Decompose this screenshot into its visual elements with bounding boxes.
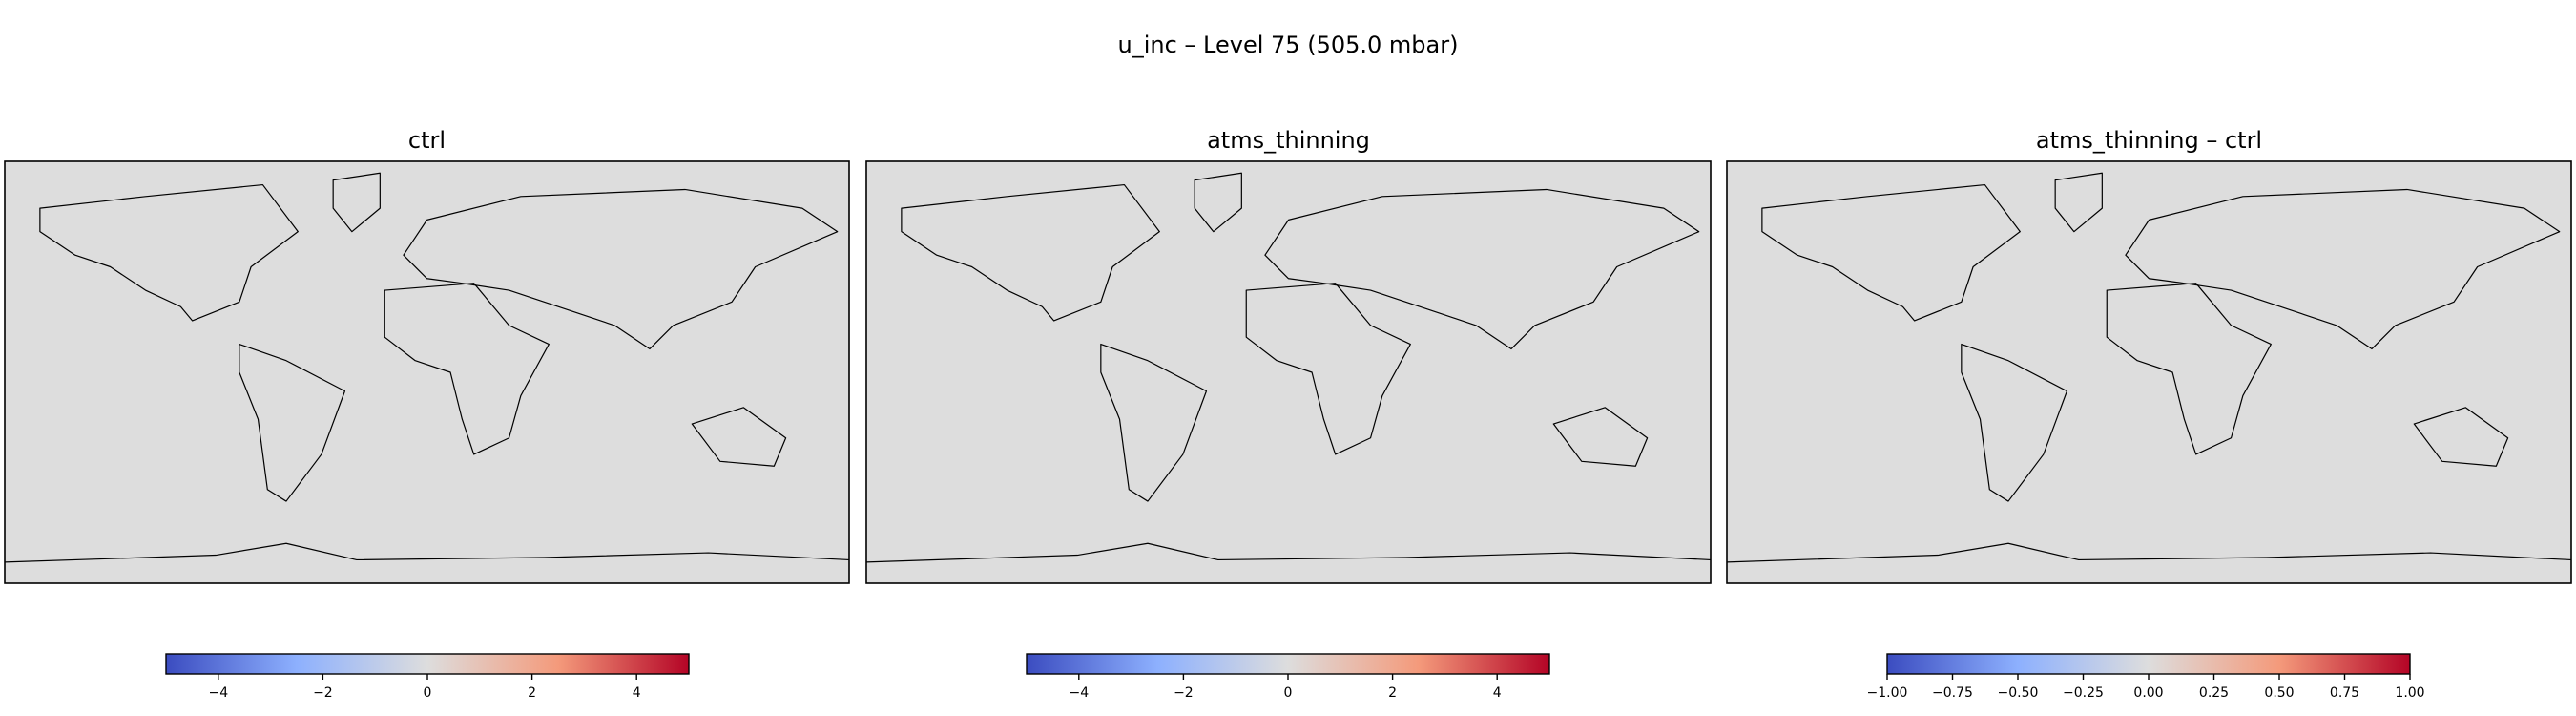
colorbar-tick-label: 0.00 — [2133, 685, 2163, 701]
colorbar-tick-label: 4 — [1493, 685, 1502, 701]
figure-title: u_inc – Level 75 (505.0 mbar) — [1118, 32, 1459, 58]
colorbar-tick-label: 0.75 — [2330, 685, 2359, 701]
colorbar-tick-label: −0.75 — [1932, 685, 1973, 701]
colorbar — [1026, 653, 1550, 675]
map-background — [5, 161, 849, 583]
colorbar-tick-label: 2 — [528, 685, 536, 701]
colorbar-tick-label: −4 — [1069, 685, 1089, 701]
colorbar-tick-label: 0.50 — [2264, 685, 2294, 701]
colorbar-tick-label: 4 — [633, 685, 641, 701]
colorbar-tick-label: 2 — [1388, 685, 1397, 701]
colorbar-tick-label: 0 — [1284, 685, 1293, 701]
panel-title: atms_thinning – ctrl — [2036, 127, 2262, 154]
map-background — [1727, 161, 2571, 583]
colorbar — [1886, 653, 2411, 675]
map-frame — [1726, 160, 2572, 584]
map-frame — [4, 160, 850, 584]
colorbar-tick-label: −1.00 — [1867, 685, 1908, 701]
colorbar-tick-label: −2 — [1174, 685, 1194, 701]
panel-title: ctrl — [408, 127, 446, 154]
colorbar-tick-label: −4 — [208, 685, 228, 701]
colorbar — [165, 653, 690, 675]
map-background — [866, 161, 1711, 583]
colorbar-tick-label: 0.25 — [2199, 685, 2229, 701]
colorbar-tick-label: 0 — [424, 685, 432, 701]
colorbar-tick-label: −0.25 — [2063, 685, 2104, 701]
panel-title: atms_thinning — [1207, 127, 1370, 154]
map-frame — [865, 160, 1712, 584]
colorbar-tick-label: −2 — [313, 685, 333, 701]
colorbar-tick-label: −0.50 — [1998, 685, 2039, 701]
colorbar-tick-label: 1.00 — [2395, 685, 2424, 701]
